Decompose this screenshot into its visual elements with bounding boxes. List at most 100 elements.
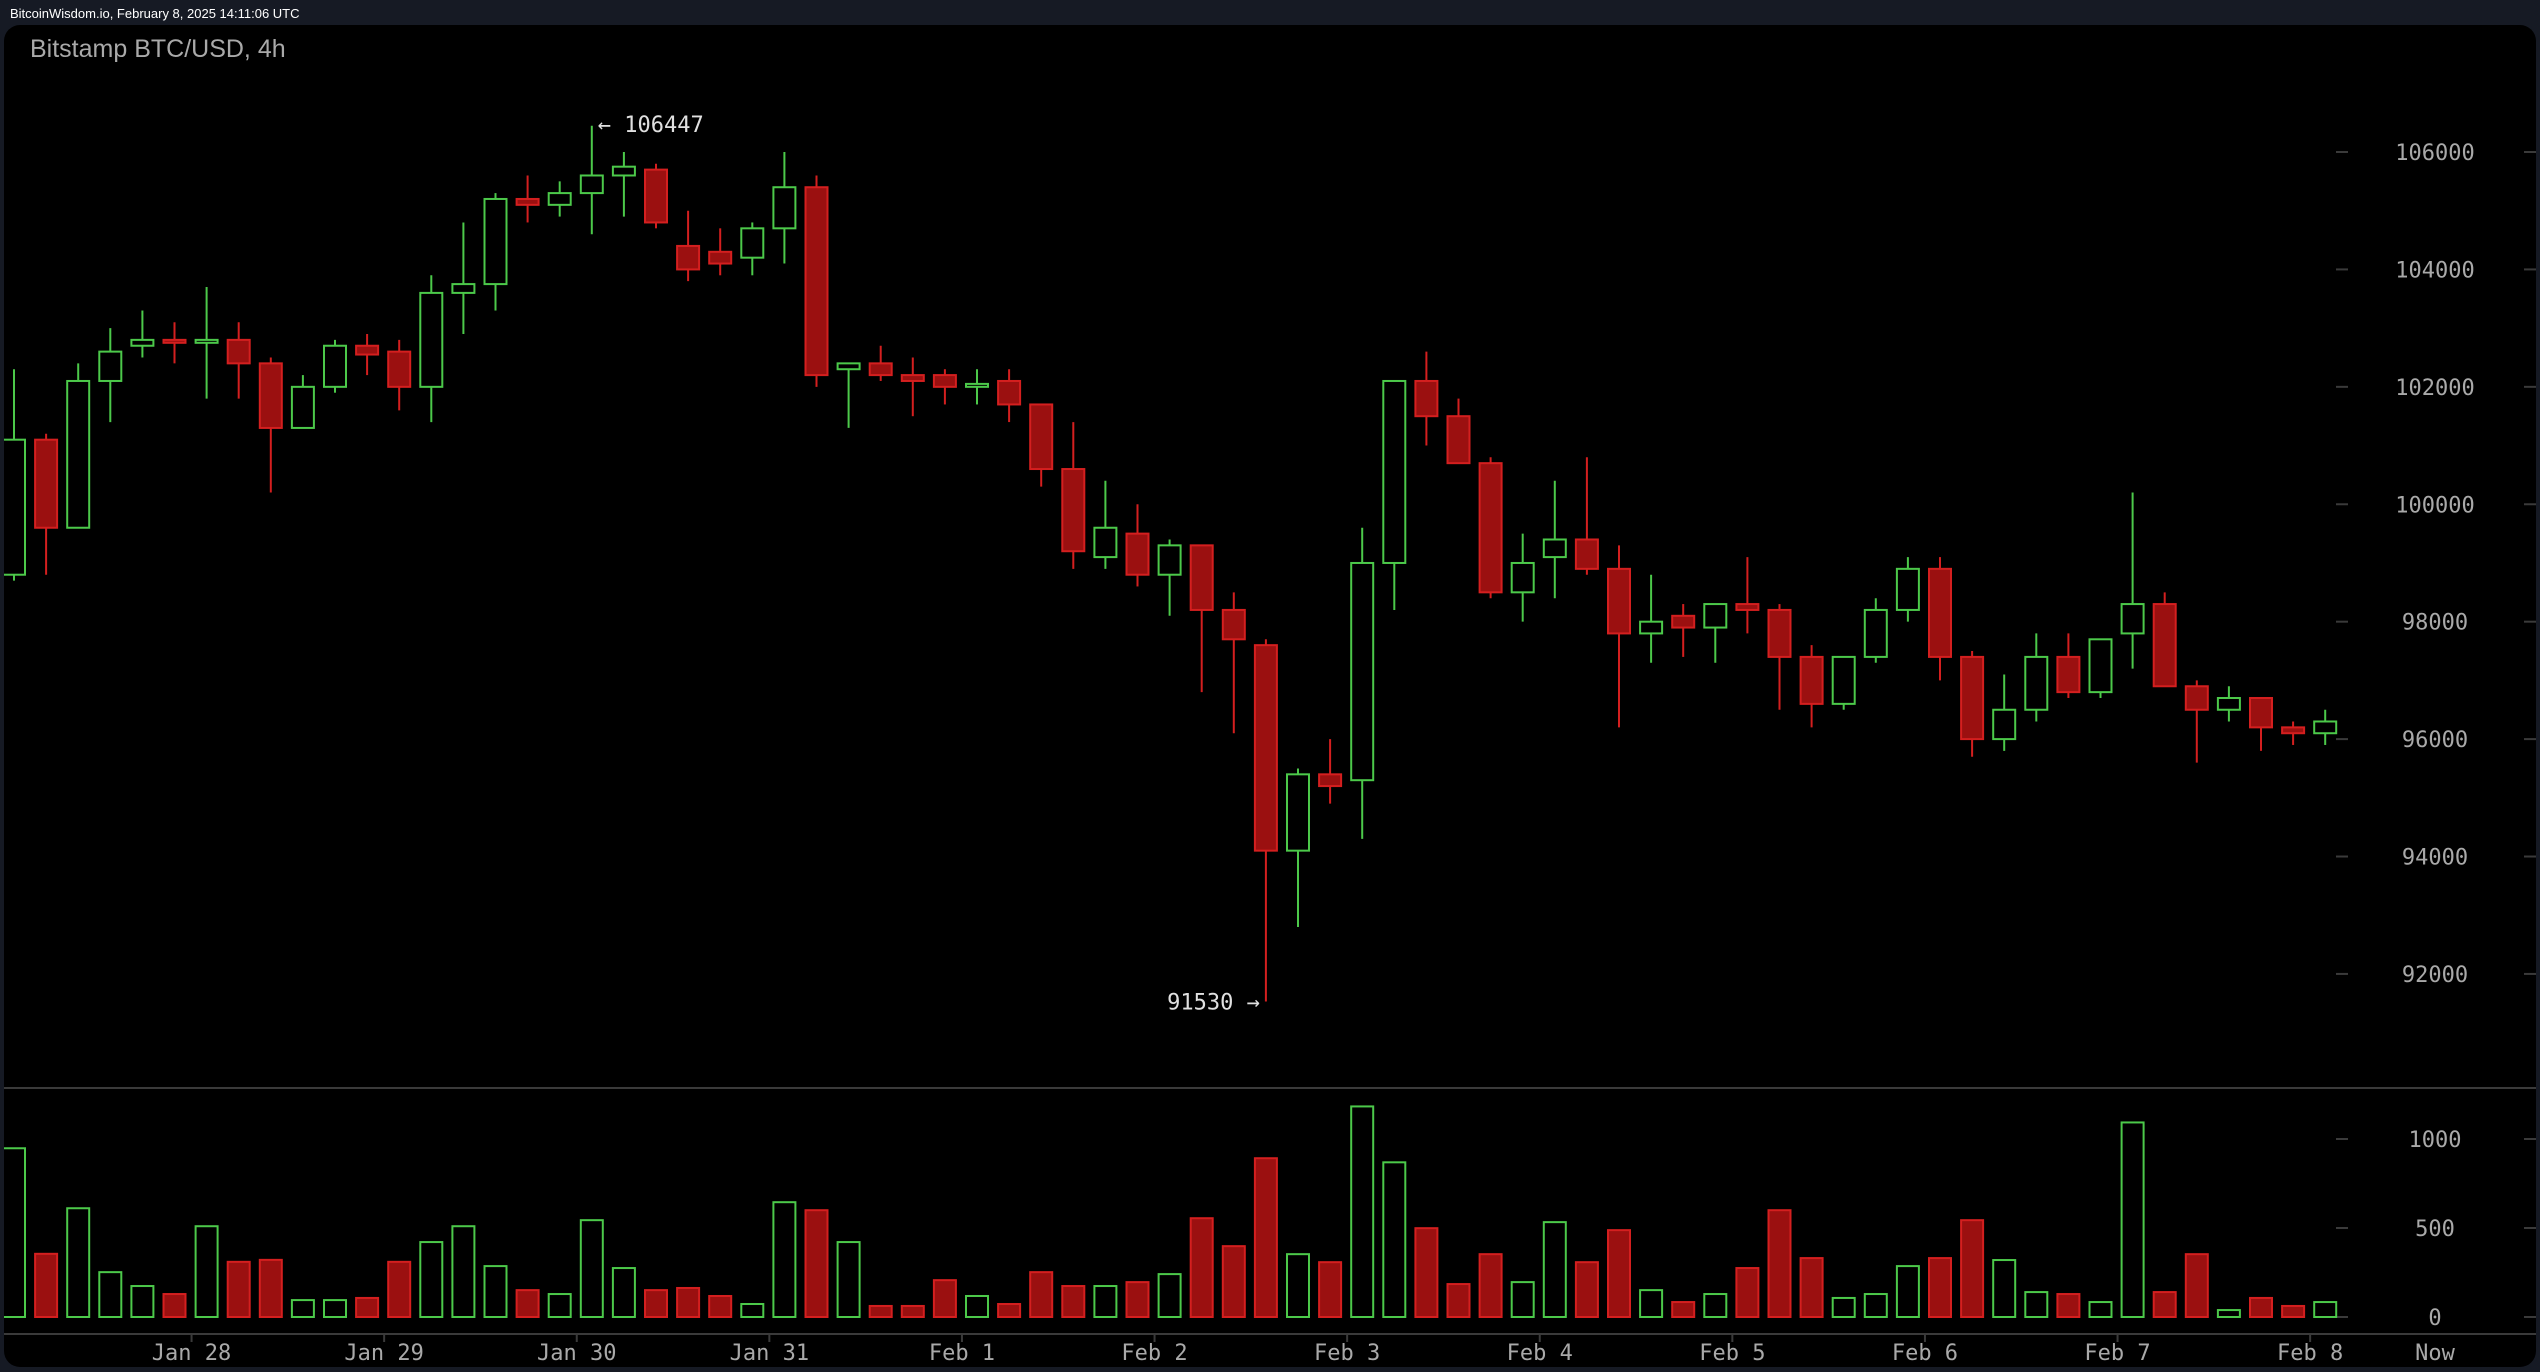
candle bbox=[997, 369, 1022, 423]
volume-bar bbox=[1799, 1257, 1824, 1319]
volume-bar bbox=[1703, 1293, 1728, 1318]
candle bbox=[932, 369, 957, 405]
price-tick-label: 102000 bbox=[2395, 376, 2474, 401]
volume-bar bbox=[419, 1241, 444, 1319]
candle bbox=[644, 163, 668, 229]
candle bbox=[1574, 457, 1599, 575]
volume-bar bbox=[2024, 1291, 2049, 1318]
price-tick-label: 94000 bbox=[2402, 846, 2468, 871]
volume-bar bbox=[579, 1219, 604, 1318]
time-axis: Jan 28 Jan 29 Jan 30 Jan 31 Feb 1 Feb 2 Feb 3 F… bbox=[152, 1334, 2343, 1366]
volume-bar bbox=[1831, 1296, 1856, 1318]
volume-bar bbox=[226, 1260, 251, 1318]
candle bbox=[1382, 379, 1407, 610]
candle bbox=[740, 222, 765, 276]
price-axis: 92000 94000 96000 98000 100000 102000 104000 10… bbox=[2336, 141, 2536, 988]
volume-bar bbox=[66, 1207, 91, 1318]
volume-bar bbox=[1350, 1105, 1375, 1319]
candlestick-chart[interactable]: 92000 94000 96000 98000 100000 102000 104000 10… bbox=[4, 25, 2536, 1367]
volume-bar bbox=[2313, 1301, 2338, 1318]
volume-bar bbox=[708, 1294, 733, 1318]
candle bbox=[579, 125, 604, 235]
candle bbox=[1863, 598, 1888, 663]
candle bbox=[162, 322, 187, 364]
volume-bar bbox=[515, 1289, 540, 1318]
volume-bar bbox=[547, 1293, 572, 1318]
volume-bar bbox=[483, 1265, 508, 1319]
candle bbox=[1960, 651, 1985, 757]
volume-bar bbox=[4, 1147, 26, 1318]
candle bbox=[1895, 557, 1920, 622]
volume-bar bbox=[1093, 1285, 1118, 1318]
volume-bar bbox=[1253, 1157, 1278, 1318]
volume-bar bbox=[1221, 1245, 1246, 1319]
extreme-annotations: ← 106447 91530 → bbox=[598, 113, 1260, 1016]
chart-title: Bitstamp BTC/USD, 4h bbox=[30, 35, 286, 63]
volume-bar bbox=[2120, 1121, 2145, 1319]
volume-bar bbox=[451, 1225, 476, 1318]
volume-bar bbox=[355, 1296, 380, 1318]
volume-bar bbox=[34, 1252, 59, 1319]
volume-bar bbox=[1863, 1293, 1888, 1318]
volume-bar bbox=[1478, 1253, 1503, 1319]
time-tick-label: Feb 5 bbox=[1699, 1341, 1765, 1366]
volume-bar bbox=[611, 1267, 636, 1319]
volume-axis: 0 500 1000 bbox=[2336, 1128, 2536, 1331]
candle bbox=[323, 339, 347, 393]
candle bbox=[836, 362, 861, 428]
volume-bar bbox=[1895, 1265, 1920, 1319]
volume-bar bbox=[1639, 1289, 1664, 1318]
candle bbox=[34, 433, 59, 575]
candle bbox=[1671, 604, 1696, 657]
candle bbox=[2216, 686, 2241, 722]
candles bbox=[4, 125, 2338, 1002]
candle bbox=[258, 357, 283, 493]
volume-bar bbox=[1671, 1301, 1696, 1318]
volume-bar bbox=[1992, 1259, 2017, 1319]
price-tick-label: 98000 bbox=[2402, 611, 2468, 636]
candle bbox=[1992, 674, 2017, 751]
price-tick-label: 104000 bbox=[2395, 258, 2474, 283]
price-tick-label: 106000 bbox=[2395, 141, 2474, 166]
candle bbox=[676, 210, 701, 282]
candle bbox=[900, 357, 925, 417]
volume-bar bbox=[1735, 1267, 1760, 1319]
candle bbox=[1446, 398, 1471, 465]
candle bbox=[1318, 739, 1343, 804]
volume-bar bbox=[1446, 1283, 1471, 1318]
volume-bar bbox=[2281, 1304, 2306, 1318]
volume-bars bbox=[4, 1105, 2338, 1319]
volume-bar bbox=[194, 1225, 219, 1318]
candle bbox=[804, 175, 829, 387]
candle bbox=[2024, 633, 2049, 722]
volume-bar bbox=[1157, 1273, 1182, 1319]
time-tick-label: Jan 30 bbox=[537, 1341, 616, 1366]
candle bbox=[1639, 574, 1664, 663]
candle bbox=[611, 152, 636, 217]
volume-bar bbox=[1928, 1257, 1952, 1319]
volume-bar bbox=[1029, 1271, 1054, 1319]
candle bbox=[226, 322, 251, 399]
candle bbox=[1510, 533, 1535, 622]
time-tick-label: Feb 7 bbox=[2084, 1341, 2150, 1366]
volume-bar bbox=[290, 1299, 315, 1318]
candle bbox=[1607, 545, 1631, 728]
volume-bar bbox=[1318, 1261, 1343, 1319]
candle bbox=[1928, 557, 1952, 681]
time-tick-label: Feb 2 bbox=[1121, 1341, 1187, 1366]
volume-bar bbox=[1542, 1221, 1567, 1318]
candle bbox=[483, 193, 508, 311]
candle bbox=[355, 334, 380, 376]
volume-bar bbox=[1574, 1261, 1599, 1319]
volume-bar bbox=[1061, 1285, 1086, 1318]
time-tick-label: Feb 4 bbox=[1507, 1341, 1573, 1366]
candle bbox=[1029, 403, 1054, 487]
volume-bar bbox=[1767, 1209, 1792, 1318]
candle bbox=[2313, 709, 2338, 745]
time-tick-label: Feb 3 bbox=[1314, 1341, 1380, 1366]
volume-bar bbox=[932, 1279, 957, 1319]
volume-bar bbox=[1286, 1253, 1310, 1319]
volume-bar bbox=[2152, 1291, 2177, 1318]
candle bbox=[387, 339, 412, 411]
volume-bar bbox=[258, 1258, 283, 1319]
